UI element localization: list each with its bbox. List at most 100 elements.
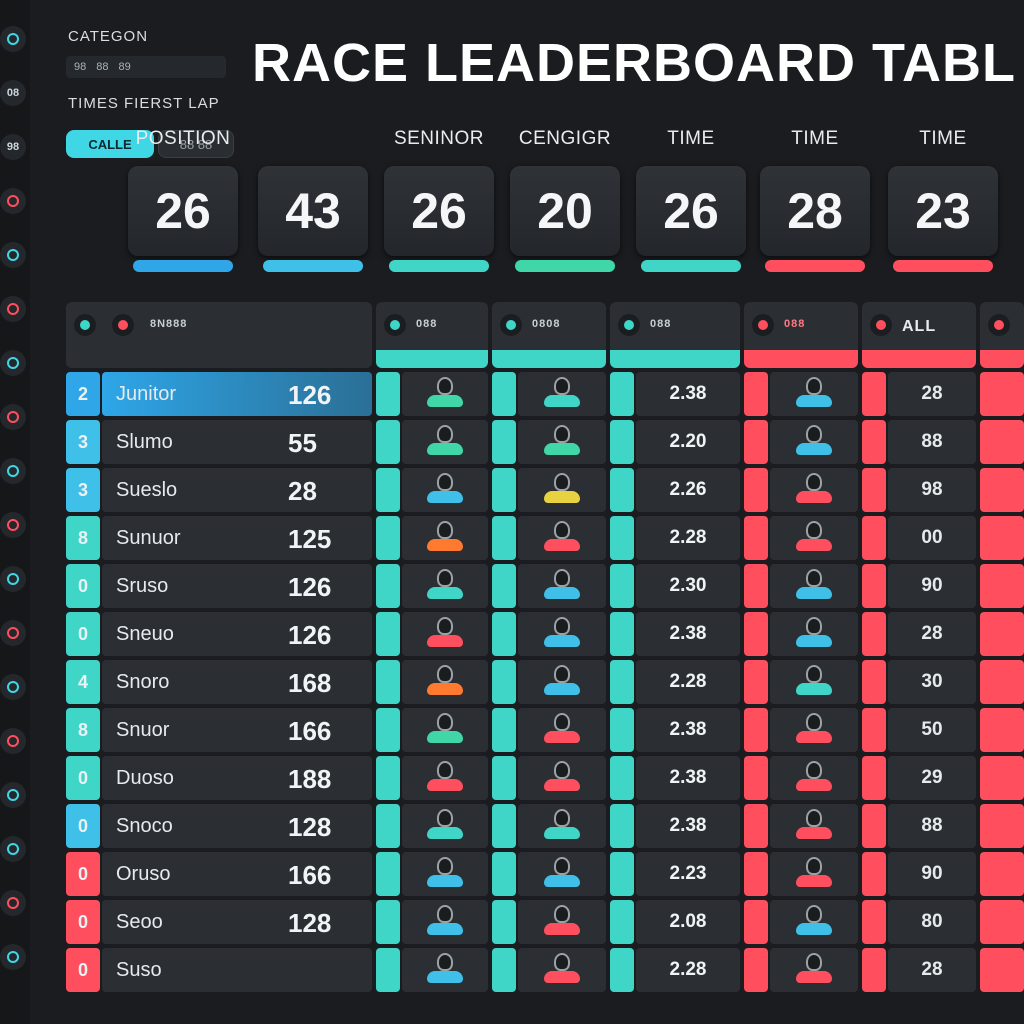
kart-icon (794, 377, 834, 411)
rail-button-4[interactable] (0, 188, 26, 214)
row-right-value: 88 (888, 420, 976, 464)
stat-card[interactable]: 43 (258, 166, 368, 256)
row-position: 0 (66, 948, 100, 992)
row-position: 0 (66, 900, 100, 944)
stat-accent-bar (765, 260, 865, 272)
column-header-5[interactable]: 088 (744, 302, 858, 368)
rail-button-14[interactable] (0, 728, 26, 754)
row-right-value: 50 (888, 708, 976, 752)
stat-accent-bar (515, 260, 615, 272)
row-marker (980, 660, 1024, 704)
row-kart-cell (518, 756, 606, 800)
ring-icon (7, 249, 19, 261)
rail-button-18[interactable] (0, 944, 26, 970)
kart-icon (794, 809, 834, 843)
row-driver-cell: Sueslo 28 (102, 468, 372, 512)
kart-icon (794, 617, 834, 651)
table-row[interactable]: 3 Sueslo 28 2.26 98 (66, 468, 1024, 514)
row-marker (376, 948, 400, 992)
column-header-7[interactable] (980, 302, 1024, 368)
table-row[interactable]: 0 Oruso 166 2.23 90 (66, 852, 1024, 898)
kart-icon (425, 569, 465, 603)
rail-button-12[interactable] (0, 620, 26, 646)
stat-card[interactable]: 26 (636, 166, 746, 256)
column-header-6[interactable]: ALL (862, 302, 976, 368)
category-value-1: 98 (74, 61, 87, 73)
row-kart-cell (770, 660, 858, 704)
row-kart-cell (518, 468, 606, 512)
row-marker (610, 948, 634, 992)
kart-icon (425, 857, 465, 891)
row-driver-cell: Snoco 128 (102, 804, 372, 848)
stat-card[interactable]: 26 (128, 166, 238, 256)
row-marker (862, 564, 886, 608)
stat-label: TIME (919, 128, 967, 149)
row-kart-cell (770, 564, 858, 608)
column-header-2[interactable]: 088 (376, 302, 488, 368)
stat-card[interactable]: 23 (888, 166, 998, 256)
row-marker (980, 612, 1024, 656)
table-row[interactable]: 0 Sneuo 126 2.38 28 (66, 612, 1024, 658)
row-time: 2.30 (636, 564, 740, 608)
row-score: 168 (288, 668, 332, 698)
table-row[interactable]: 0 Snoco 128 2.38 88 (66, 804, 1024, 850)
row-kart-cell (402, 516, 488, 560)
table-row[interactable]: 8 Sunuor 125 2.28 00 (66, 516, 1024, 562)
kart-icon (425, 713, 465, 747)
kart-icon (794, 761, 834, 795)
stat-card[interactable]: 20 (510, 166, 620, 256)
row-marker (376, 804, 400, 848)
row-marker (492, 804, 516, 848)
rail-button-11[interactable] (0, 566, 26, 592)
kart-icon (794, 665, 834, 699)
stat-card[interactable]: 26 (384, 166, 494, 256)
row-marker (610, 564, 634, 608)
rail-button-7[interactable] (0, 350, 26, 376)
table-row[interactable]: 2 Junitor 126 2.38 28 (66, 372, 1024, 418)
rail-button-17[interactable] (0, 890, 26, 916)
row-marker (376, 516, 400, 560)
stat-card[interactable]: 28 (760, 166, 870, 256)
column-header-label: 088 (650, 318, 672, 330)
rail-button-15[interactable] (0, 782, 26, 808)
stat-accent-bar (133, 260, 233, 272)
column-header-4[interactable]: 088 (610, 302, 740, 368)
ring-icon (7, 681, 19, 693)
rail-button-5[interactable] (0, 242, 26, 268)
table-row[interactable]: 0 Sruso 126 2.30 90 (66, 564, 1024, 610)
rail-button-9[interactable] (0, 458, 26, 484)
filter-chip-inactive[interactable]: 88 88 (158, 130, 234, 158)
row-time: 2.38 (636, 756, 740, 800)
column-header-strip (862, 350, 976, 368)
table-row[interactable]: 3 Slumo 55 2.20 88 (66, 420, 1024, 466)
rail-button-2[interactable]: 08 (0, 80, 26, 106)
rail-button-8[interactable] (0, 404, 26, 430)
column-header-strip (66, 350, 372, 368)
stat-label: POSITION (135, 128, 231, 149)
rail-button-13[interactable] (0, 674, 26, 700)
category-value-3: 89 (118, 61, 131, 73)
category-value[interactable]: 98 88 89 (66, 56, 226, 78)
rail-button-10[interactable] (0, 512, 26, 538)
table-row[interactable]: 0 Duoso 188 2.38 29 (66, 756, 1024, 802)
row-marker (610, 516, 634, 560)
column-header-label: 8N888 (150, 318, 188, 330)
column-status-icon (112, 314, 134, 336)
column-header-3[interactable]: 0808 (492, 302, 606, 368)
table-row[interactable]: 8 Snuor 166 2.38 50 (66, 708, 1024, 754)
kart-icon (794, 905, 834, 939)
filter-chip-active[interactable]: CALLE (66, 130, 154, 158)
table-row[interactable]: 0 Suso 2.28 28 (66, 948, 1024, 994)
table-row[interactable]: 0 Seoo 128 2.08 80 (66, 900, 1024, 946)
rail-button-3[interactable]: 98 (0, 134, 26, 160)
kart-icon (425, 761, 465, 795)
row-marker (610, 468, 634, 512)
rail-button-16[interactable] (0, 836, 26, 862)
stat-value: 20 (537, 183, 593, 239)
column-header-1[interactable]: 8N888 (66, 302, 372, 368)
rail-button-6[interactable] (0, 296, 26, 322)
row-marker (492, 852, 516, 896)
rail-button-1[interactable] (0, 26, 26, 52)
table-row[interactable]: 4 Snoro 168 2.28 30 (66, 660, 1024, 706)
row-marker (862, 708, 886, 752)
